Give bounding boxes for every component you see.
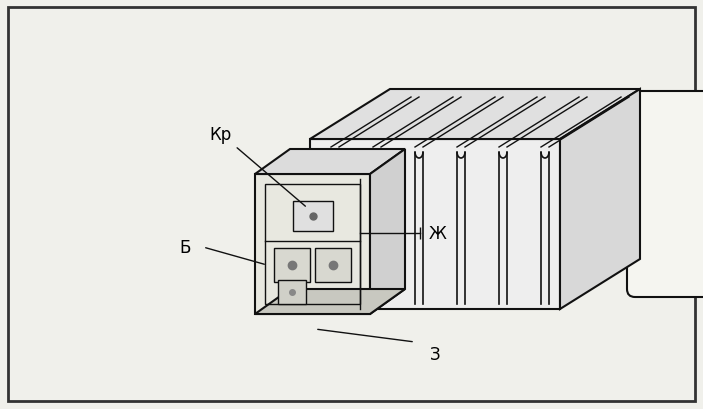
Polygon shape [255, 150, 405, 175]
Bar [278, 280, 306, 304]
Polygon shape [310, 90, 640, 139]
Bar [292, 202, 333, 231]
Text: Ж: Ж [429, 224, 447, 242]
Bar [315, 248, 352, 282]
Bar [273, 248, 310, 282]
Polygon shape [560, 90, 640, 309]
Bar [255, 175, 370, 314]
Polygon shape [370, 150, 405, 314]
Polygon shape [255, 289, 405, 314]
Text: Б: Б [179, 238, 191, 256]
Text: Кр: Кр [209, 126, 231, 144]
Text: З: З [430, 345, 440, 363]
Bar [265, 184, 360, 304]
Bar [310, 139, 560, 309]
FancyBboxPatch shape [627, 92, 703, 297]
